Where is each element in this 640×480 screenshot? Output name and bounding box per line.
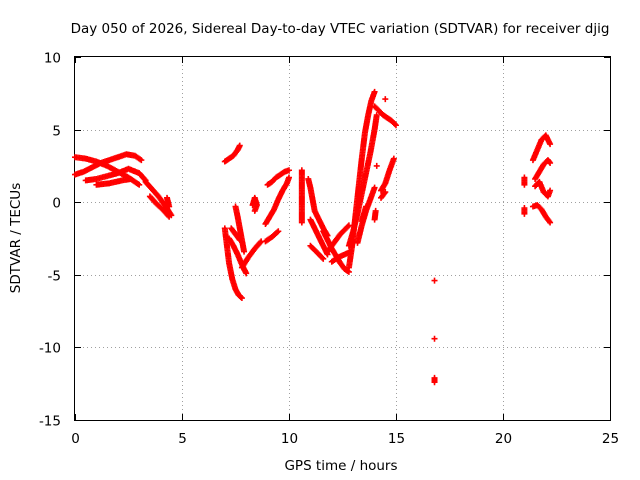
data-point bbox=[286, 167, 292, 174]
data-point bbox=[390, 155, 397, 162]
x-tick-label: 15 bbox=[388, 431, 405, 447]
y-tick-label: 0 bbox=[52, 196, 61, 212]
data-point bbox=[546, 218, 553, 225]
data-point bbox=[236, 236, 243, 243]
data-point bbox=[136, 181, 143, 188]
data-point bbox=[236, 142, 243, 149]
y-tick-label: 10 bbox=[44, 51, 61, 67]
x-tick-label: 25 bbox=[602, 431, 619, 447]
data-point bbox=[275, 228, 282, 235]
plot-frame bbox=[74, 56, 611, 421]
data-point bbox=[320, 255, 327, 262]
x-tick-label: 20 bbox=[495, 431, 512, 447]
data-point bbox=[251, 207, 258, 214]
data-point bbox=[382, 96, 389, 103]
data-point bbox=[135, 180, 142, 187]
data-point bbox=[274, 229, 281, 236]
data-point bbox=[373, 162, 380, 169]
data-point bbox=[391, 121, 398, 128]
data-point bbox=[257, 239, 264, 246]
data-point bbox=[363, 203, 370, 210]
data-point bbox=[298, 219, 305, 226]
data-points bbox=[72, 88, 554, 386]
data-point bbox=[166, 203, 173, 210]
y-tick-label: -10 bbox=[39, 341, 61, 357]
data-point bbox=[165, 212, 172, 219]
data-point bbox=[319, 254, 326, 261]
data-point bbox=[393, 122, 399, 129]
data-point bbox=[431, 379, 438, 386]
x-tick-label: 0 bbox=[71, 431, 80, 447]
data-point bbox=[241, 248, 248, 255]
data-point bbox=[238, 295, 245, 302]
data-point bbox=[373, 112, 380, 119]
x-tick-label: 10 bbox=[281, 431, 298, 447]
y-tick-labels: -15 -10 -5 0 5 10 bbox=[39, 51, 61, 430]
data-point bbox=[521, 210, 528, 217]
data-point bbox=[521, 181, 528, 188]
data-point bbox=[371, 88, 378, 95]
data-point bbox=[127, 175, 134, 182]
data-point bbox=[345, 222, 352, 229]
x-tick-label: 5 bbox=[178, 431, 187, 447]
data-point bbox=[371, 184, 378, 191]
data-point bbox=[547, 219, 554, 226]
data-point bbox=[547, 141, 554, 148]
data-point bbox=[138, 157, 145, 164]
data-point bbox=[243, 270, 250, 277]
data-point bbox=[235, 235, 242, 242]
data-point bbox=[431, 335, 438, 342]
x-axis-label: GPS time / hours bbox=[284, 458, 397, 474]
grid-lines bbox=[75, 57, 610, 420]
y-tick-label: 5 bbox=[52, 124, 61, 140]
data-point bbox=[286, 174, 292, 181]
data-point bbox=[237, 294, 244, 301]
data-point bbox=[547, 159, 554, 166]
data-point bbox=[431, 277, 438, 284]
x-tick-labels: 0 5 10 15 20 25 bbox=[71, 431, 619, 447]
data-point bbox=[344, 223, 351, 230]
data-point bbox=[547, 187, 554, 194]
chart-title: Day 050 of 2026, Sidereal Day-to-day VTE… bbox=[71, 21, 610, 37]
data-point bbox=[382, 189, 389, 196]
y-tick-label: -5 bbox=[48, 269, 61, 285]
y-axis-label: SDTVAR / TECUs bbox=[8, 183, 24, 293]
data-point bbox=[166, 213, 173, 220]
data-point bbox=[381, 190, 388, 197]
data-point bbox=[372, 207, 379, 214]
axis-ticks bbox=[75, 57, 611, 421]
y-tick-label: -15 bbox=[39, 414, 61, 430]
